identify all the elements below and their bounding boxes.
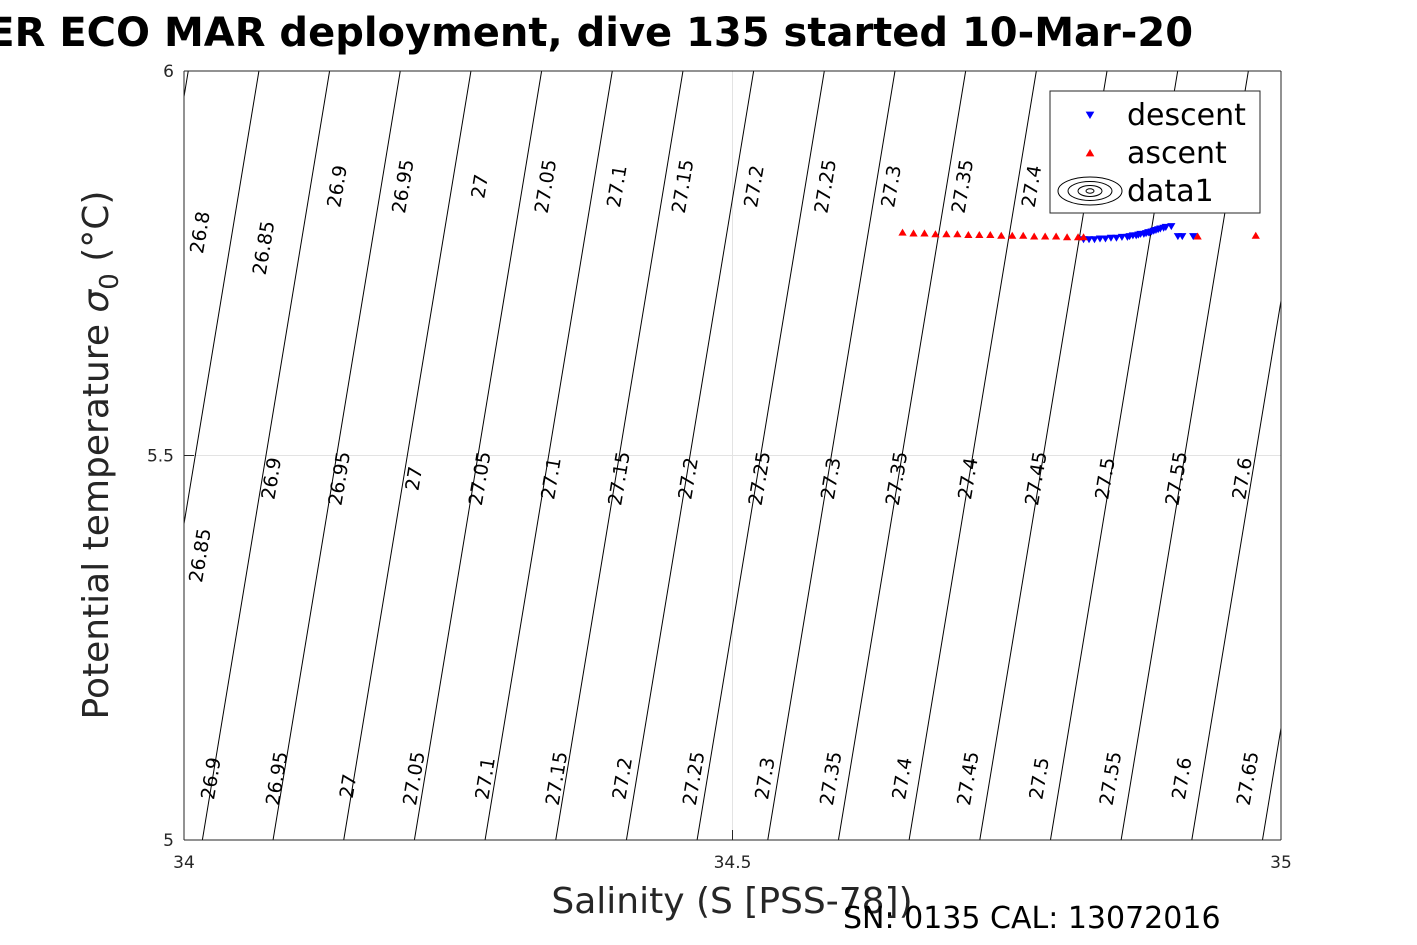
contour-icon — [1057, 176, 1123, 206]
descent-point — [1101, 235, 1110, 243]
descent-point — [1117, 233, 1127, 241]
descent-point — [1095, 235, 1105, 243]
isopycnal-line — [908, 71, 1037, 840]
x-tick-label: 35 — [1270, 853, 1292, 873]
ascent-point — [1079, 233, 1088, 241]
y-tick-label: 5.5 — [147, 447, 174, 467]
isopycnal-line — [484, 71, 613, 840]
series-ascent — [898, 228, 1260, 241]
ascent-point — [898, 228, 907, 236]
isopycnal-line — [184, 71, 260, 527]
ascent-point — [909, 229, 918, 237]
x-axis-label: Salinity (S [PSS-78]) — [551, 881, 912, 922]
x-tick-label: 34 — [173, 853, 195, 873]
ascent-point — [1030, 232, 1039, 240]
ascent-point — [931, 230, 940, 238]
y-axis-label-subscript: 0 — [95, 273, 125, 290]
y-tick-label: 6 — [163, 62, 174, 82]
legend-label-ascent: ascent — [1127, 136, 1227, 171]
isopycnal-line — [1261, 725, 1281, 840]
ascent-point — [1041, 232, 1050, 240]
ascent-point — [1008, 231, 1017, 239]
data-series — [898, 223, 1260, 244]
descent-point — [1112, 234, 1121, 242]
ascent-point — [1062, 233, 1072, 241]
legend-label-descent: descent — [1127, 98, 1246, 133]
isopycnal-line — [837, 71, 967, 840]
y-tick-label: 5 — [163, 831, 174, 851]
ascent-point — [1051, 232, 1061, 240]
ascent-point — [986, 230, 995, 238]
descent-point — [1161, 223, 1170, 231]
isopycnal-line — [201, 71, 331, 840]
isopycnal-line — [555, 71, 684, 840]
contour-label: 27 — [402, 465, 428, 492]
legend-marker-descent — [1085, 111, 1095, 120]
isopycnal-line — [1333, 71, 1417, 840]
y-axis-label-main: Potential temperature — [76, 313, 117, 720]
isopycnal-line — [343, 71, 472, 840]
y-axis-label-unit: (°C) — [76, 191, 117, 274]
ascent-point — [920, 229, 929, 237]
footer-serial-calibration: SN: 0135 CAL: 13072016 — [843, 901, 1221, 936]
isopycnal-line — [1191, 297, 1281, 840]
descent-point — [1090, 236, 1099, 244]
contour-label: 27 — [467, 173, 493, 200]
isopycnal-line — [413, 71, 543, 840]
ascent-point — [953, 230, 962, 238]
legend-box — [1049, 90, 1261, 214]
contour-group — [0, 71, 1417, 840]
isopycnal-line — [696, 71, 825, 840]
descent-point — [1106, 234, 1116, 242]
ascent-point — [997, 231, 1006, 239]
isopycnal-line — [0, 71, 47, 840]
descent-point — [1167, 223, 1176, 231]
axes: 34 34.5 35 5 5.5 6 — [147, 62, 1292, 873]
isopycnal-line — [767, 71, 896, 840]
isopycnal-line — [625, 71, 755, 840]
ascent-point — [942, 230, 951, 238]
ascent-point — [1073, 233, 1083, 241]
ascent-point — [1019, 231, 1028, 239]
series-descent — [1079, 223, 1198, 244]
ascent-point — [975, 230, 984, 238]
descent-point — [1178, 233, 1187, 241]
legend-marker-ascent — [1085, 148, 1095, 157]
descent-point — [1189, 233, 1198, 241]
contour-label: 27 — [336, 772, 362, 799]
legend-label-data1: data1 — [1127, 174, 1214, 209]
ascent-point — [1251, 231, 1260, 239]
x-tick-label: 34.5 — [714, 853, 752, 873]
y-axis-label: Potential temperature σ0 (°C) — [76, 191, 125, 720]
y-axis-label-sigma: σ — [76, 289, 117, 313]
ascent-point — [1193, 232, 1202, 240]
isopycnal-line — [272, 71, 401, 840]
ascent-point — [964, 230, 973, 238]
chart-title: TER ECO MAR deployment, dive 135 started… — [0, 10, 1193, 56]
density-contours — [0, 71, 1417, 840]
